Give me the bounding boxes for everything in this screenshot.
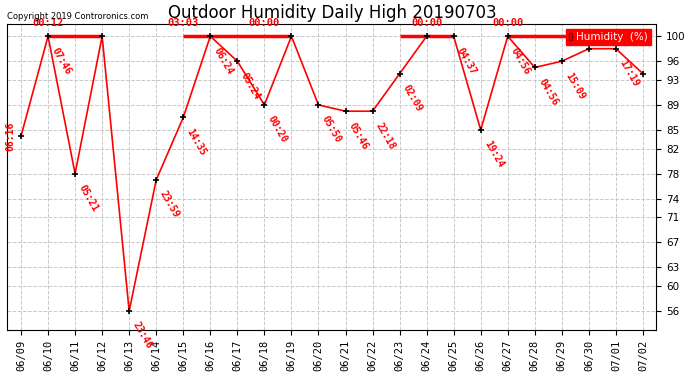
- Text: 05:21: 05:21: [77, 183, 100, 213]
- Text: 00:12: 00:12: [32, 18, 63, 28]
- Text: 17:19: 17:19: [618, 58, 640, 88]
- Text: 23:46: 23:46: [130, 321, 154, 351]
- Text: 04:56: 04:56: [509, 46, 533, 76]
- Text: 23:59: 23:59: [157, 189, 181, 220]
- Text: 14:35: 14:35: [185, 127, 208, 157]
- Title: Outdoor Humidity Daily High 20190703: Outdoor Humidity Daily High 20190703: [168, 4, 496, 22]
- Text: 04:56: 04:56: [536, 77, 560, 107]
- Text: 00:00: 00:00: [411, 18, 442, 28]
- Text: 00:00: 00:00: [249, 18, 280, 28]
- Text: 00:00: 00:00: [492, 18, 524, 28]
- Text: 03:03: 03:03: [168, 18, 199, 28]
- Text: 22:18: 22:18: [374, 120, 397, 151]
- Legend: Humidity  (%): Humidity (%): [566, 29, 651, 45]
- Text: 05:46: 05:46: [347, 120, 371, 151]
- Text: 02:09: 02:09: [401, 83, 424, 114]
- Text: 06:24: 06:24: [212, 46, 235, 76]
- Text: 05:50: 05:50: [320, 114, 343, 145]
- Text: 04:37: 04:37: [455, 46, 478, 76]
- Text: Copyright 2019 Controronics.com: Copyright 2019 Controronics.com: [8, 12, 149, 21]
- Text: 00:20: 00:20: [266, 114, 289, 145]
- Text: 19:24: 19:24: [482, 139, 505, 170]
- Text: 15:09: 15:09: [563, 70, 586, 101]
- Text: 07:46: 07:46: [50, 46, 72, 76]
- Text: 05:24: 05:24: [239, 70, 262, 101]
- Text: 06:16: 06:16: [6, 122, 16, 151]
